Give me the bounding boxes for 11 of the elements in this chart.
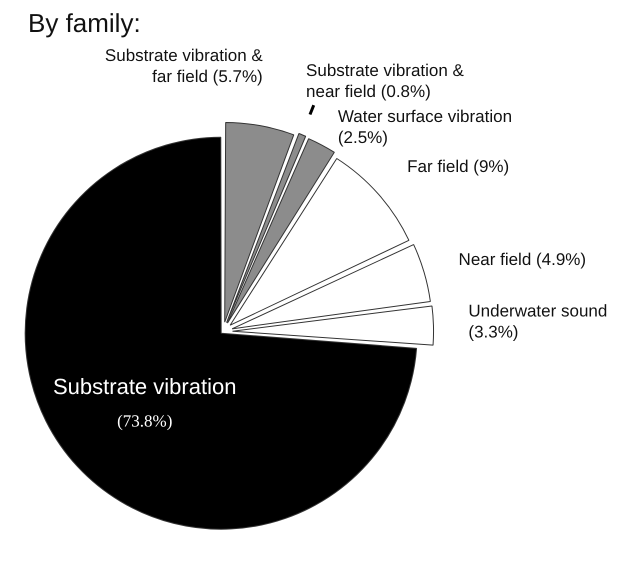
slice-label: Substrate vibration & near field (0.8%) bbox=[306, 60, 465, 101]
data-label: (3.3%) bbox=[468, 322, 518, 342]
slice-label: Near field (4.9%) bbox=[458, 250, 586, 269]
data-label: (73.8%) bbox=[117, 412, 172, 431]
chart-title: By family: bbox=[28, 8, 141, 39]
data-label: (2.5%) bbox=[338, 128, 388, 147]
slice-label: Water surface vibration bbox=[338, 106, 512, 126]
slice-label: Substrate vibration bbox=[53, 374, 236, 400]
slice-label: Underwater sound bbox=[468, 302, 608, 321]
slice-label: Far field (9%) bbox=[407, 156, 510, 176]
slice-label: Substrate vibration & far field (5.7%) bbox=[104, 46, 264, 86]
